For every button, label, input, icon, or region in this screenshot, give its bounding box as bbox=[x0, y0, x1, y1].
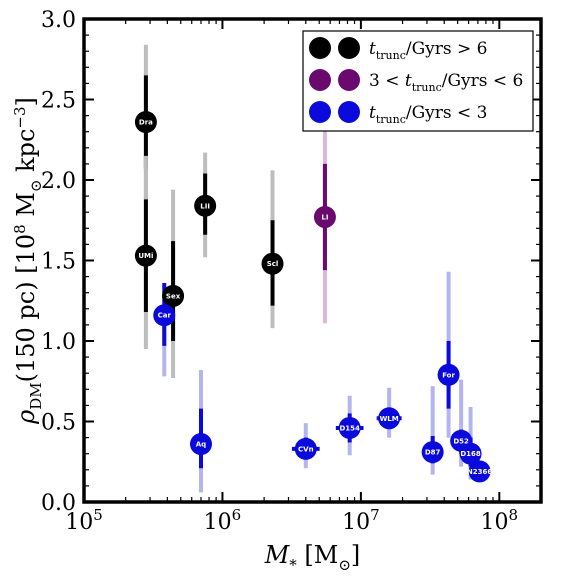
legend-label-mid: 3 < ttrunc/Gyrs < 6 bbox=[369, 71, 523, 94]
legend-marker-mid bbox=[338, 69, 360, 91]
point-li bbox=[313, 206, 336, 229]
y-axis-title: ρDM(150 pc) [108 M⊙ kpc−3] bbox=[11, 97, 45, 425]
point-label-car: Car bbox=[158, 312, 172, 320]
data-points: Dra UMi Sex LII Scl LI Car Aq CVn D154 WLM D87 For D5… bbox=[134, 111, 492, 483]
point-d168 bbox=[459, 442, 482, 465]
y-tick-label: 2.5 bbox=[41, 89, 76, 114]
point-label-dra: Dra bbox=[139, 119, 153, 127]
point-car bbox=[153, 304, 176, 327]
point-d87 bbox=[421, 441, 444, 464]
point-wlm bbox=[378, 407, 401, 430]
legend-marker-old bbox=[338, 37, 360, 59]
point-sex bbox=[162, 284, 185, 307]
legend: ttrunc/Gyrs > 6 3 < ttrunc/Gyrs < 6 ttrunc… bbox=[302, 30, 534, 132]
point-scl bbox=[261, 252, 284, 275]
y-tick-label: 1.5 bbox=[41, 250, 76, 275]
legend-marker-mid bbox=[309, 69, 331, 91]
point-n2366 bbox=[468, 460, 491, 483]
point-dra bbox=[134, 111, 157, 134]
point-label-scl: Scl bbox=[267, 260, 279, 268]
point-label-umi: UMi bbox=[138, 252, 153, 260]
point-lii bbox=[194, 194, 217, 217]
point-umi bbox=[134, 244, 157, 267]
point-label-lii: LII bbox=[200, 202, 210, 210]
point-label-sex: Sex bbox=[166, 292, 181, 300]
point-label-wlm: WLM bbox=[380, 415, 399, 423]
point-d154 bbox=[338, 416, 361, 439]
y-tick-label: 0.0 bbox=[41, 491, 76, 516]
legend-label-young: ttrunc/Gyrs < 3 bbox=[369, 103, 488, 126]
point-label-d168: D168 bbox=[460, 450, 481, 458]
y-tick-label: 2.0 bbox=[41, 169, 76, 194]
point-label-d52: D52 bbox=[453, 437, 469, 445]
x-axis-title: M* [M⊙] bbox=[264, 541, 361, 574]
point-label-d87: D87 bbox=[425, 449, 441, 457]
y-tick-label: 1.0 bbox=[41, 330, 76, 355]
point-label-d154: D154 bbox=[339, 424, 360, 432]
legend-marker-old bbox=[309, 37, 331, 59]
point-label-for: For bbox=[442, 371, 455, 379]
legend-marker-young bbox=[338, 101, 360, 123]
legend-marker-young bbox=[309, 101, 331, 123]
point-cvn bbox=[294, 437, 317, 460]
point-for bbox=[437, 363, 460, 386]
x-tick-label: 106 bbox=[204, 506, 242, 535]
point-label-aq: Aq bbox=[196, 441, 206, 449]
axes: 0.0 0.5 1.0 1.5 2.0 2.5 3.0 105 106 107 108 M* [M⊙]… bbox=[11, 8, 543, 574]
point-label-li: LI bbox=[321, 214, 328, 222]
point-label-n2366: N2366 bbox=[467, 468, 492, 476]
x-tick-label: 107 bbox=[342, 506, 380, 535]
x-tick-label: 105 bbox=[65, 506, 103, 535]
point-aq bbox=[189, 433, 212, 456]
x-tick-label: 108 bbox=[481, 506, 519, 535]
y-tick-label: 0.5 bbox=[41, 411, 76, 436]
legend-label-old: ttrunc/Gyrs > 6 bbox=[369, 39, 488, 62]
y-tick-label: 3.0 bbox=[41, 8, 76, 33]
point-label-cvn: CVn bbox=[298, 445, 314, 453]
